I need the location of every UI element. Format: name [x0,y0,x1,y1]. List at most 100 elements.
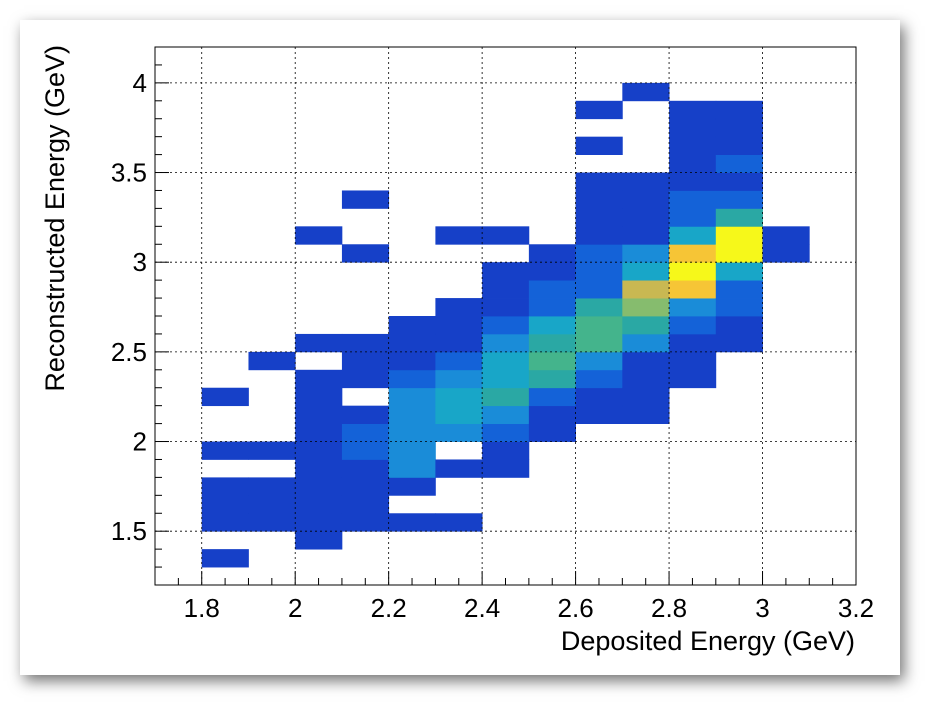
heatmap-cell [715,118,763,138]
heatmap-cell [575,208,623,227]
heatmap-cell [248,441,296,460]
y-tick-label: 4 [133,68,147,98]
heatmap-cell [482,298,530,317]
heatmap-cell [388,316,436,335]
y-tick-label: 3.5 [111,158,147,188]
heatmap-cell [248,351,296,371]
heatmap-cell [482,316,530,335]
heatmap-cell [715,316,763,335]
heatmap-cell [715,262,763,281]
x-tick-labels: 1.8 2 2.2 2.4 2.6 2.8 3 3.2 [184,593,874,623]
heatmap-cell [341,190,390,209]
heatmap-cell [201,441,249,460]
heatmap-cell [622,333,670,353]
heatmap-cell [715,208,763,227]
heatmap-cell [575,387,623,407]
heatmap-cell [715,154,763,173]
heatmap-cell [622,351,670,371]
heatmap-cell [388,387,436,407]
heatmap-cell [575,351,623,371]
heatmap-cell [575,244,623,263]
heatmap-cell [435,316,483,335]
heatmap-cell [762,244,810,263]
heatmap-cell [341,441,390,460]
heatmap-cell [295,423,343,442]
heatmap-cell [528,387,576,407]
heatmap-cell [528,333,576,353]
heatmap-cell [575,369,623,389]
heatmap-cell [482,333,530,353]
heatmap-cell [622,387,670,407]
heatmap-cell [482,441,530,460]
heatmap-cell [341,495,390,514]
heatmap-cell [715,333,763,353]
heatmap-cell [482,405,530,424]
x-tick-label: 3 [755,593,769,623]
heatmap-cell [528,262,576,281]
heatmap-cell [388,405,436,424]
heatmap-cell [388,441,436,460]
heatmap-cell [248,477,296,496]
heatmap-cell [341,405,390,424]
heatmap-cell [575,262,623,281]
heatmap-cells [201,82,810,568]
heatmap-cell [201,387,249,407]
heatmap-cell [528,405,576,424]
heatmap-cell [341,459,390,478]
heatmap-cell [482,423,530,442]
heatmap-cell [435,369,483,389]
heatmap-cell [622,172,670,191]
heatmap-cell [622,262,670,281]
heatmap-cell [575,316,623,335]
heatmap-cell [715,190,763,209]
heatmap-cell [669,190,717,209]
heatmap-cell [669,351,717,371]
heatmap-cell [435,459,483,478]
heatmap-cell [388,513,436,532]
heatmap-cell [715,280,763,299]
heatmap-cell [295,333,343,353]
heatmap-cell [341,513,390,532]
heatmap-cell [575,333,623,353]
heatmap-cell [388,369,436,389]
heatmap-cell [341,369,390,389]
heatmap-cell [295,495,343,514]
heatmap-cell [715,100,763,120]
heatmap-cell [248,495,296,514]
heatmap-cell [528,298,576,317]
heatmap-cell [669,369,717,389]
heatmap-cell [575,190,623,209]
heatmap-cell [715,136,763,155]
x-tick-label: 1.8 [184,593,220,623]
heatmap-cell [575,172,623,191]
heatmap-cell [295,441,343,460]
heatmap-cell [622,82,670,102]
heatmap-cell [528,423,576,442]
heatmap-cell [622,405,670,424]
heatmap-cell [622,244,670,263]
heatmap-cell [435,513,483,532]
heatmap-cell [669,298,717,317]
heatmap-cell [528,351,576,371]
heatmap-cell [295,477,343,496]
heatmap-cell [201,513,249,532]
x-tick-label: 2.6 [558,593,594,623]
heatmap-cell [715,244,763,263]
heatmap-cell [201,477,249,496]
heatmap-cell [762,226,810,245]
y-tick-label: 2.5 [111,337,147,367]
heatmap-cell [295,405,343,424]
heatmap-cell [341,351,390,371]
heatmap-cell [435,333,483,353]
heatmap-cell [715,172,763,191]
heatmap-cell [575,226,623,245]
heatmap-cell [435,226,483,245]
heatmap-cell [482,280,530,299]
heatmap-cell [622,226,670,245]
heatmap-cell [341,423,390,442]
heatmap-cell [715,298,763,317]
heatmap-cell [201,495,249,514]
grid-lines [155,47,857,585]
x-tick-label: 2.4 [464,593,500,623]
axis-ticks [154,46,857,586]
